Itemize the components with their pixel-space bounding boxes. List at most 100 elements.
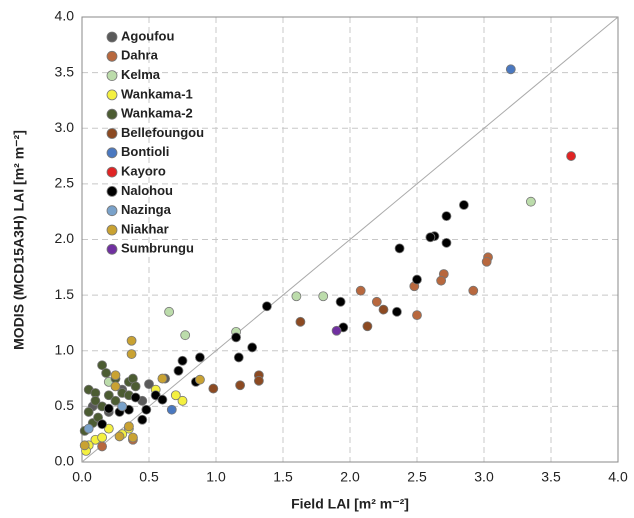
point	[97, 419, 107, 430]
legend-label: Nazinga	[121, 202, 172, 217]
legend-marker	[106, 89, 118, 101]
point	[97, 432, 107, 443]
x-tick-label: 1.5	[273, 469, 293, 485]
point	[83, 423, 94, 434]
point	[126, 349, 137, 359]
legend-marker	[106, 108, 118, 120]
legend-marker	[106, 205, 118, 217]
x-tick-label: 0.5	[139, 469, 159, 485]
point	[526, 196, 536, 207]
point	[166, 404, 177, 415]
point	[335, 296, 346, 307]
point	[412, 310, 422, 321]
point	[110, 381, 121, 392]
point	[355, 285, 366, 296]
legend-label: Kelma	[121, 67, 161, 82]
x-tick-label: 4.0	[608, 469, 628, 485]
point	[233, 352, 244, 363]
point	[128, 432, 138, 443]
legend-marker	[106, 128, 118, 139]
point	[208, 383, 219, 394]
legend-label: Wankama-2	[121, 106, 193, 121]
y-tick-label: 1.5	[55, 286, 75, 302]
x-tick-label: 2.0	[340, 469, 360, 485]
point	[441, 211, 452, 222]
y-tick-label: 2.5	[55, 175, 75, 191]
point	[231, 332, 242, 343]
point	[90, 395, 101, 406]
point	[130, 381, 141, 392]
x-tick-label: 2.5	[407, 469, 427, 485]
legend-marker	[106, 166, 118, 178]
point	[394, 243, 405, 254]
point	[117, 401, 128, 412]
point	[137, 414, 148, 425]
point	[103, 403, 114, 414]
legend-marker	[106, 185, 118, 197]
point	[103, 423, 114, 434]
point	[79, 440, 90, 451]
x-tick-label: 0.0	[72, 469, 92, 485]
y-tick-label: 2.0	[55, 230, 75, 246]
point	[441, 237, 452, 248]
point	[253, 375, 264, 386]
point	[110, 395, 121, 406]
point	[436, 275, 447, 286]
point	[123, 421, 134, 432]
point	[173, 365, 184, 376]
point	[235, 380, 246, 391]
point	[177, 355, 188, 366]
legend-marker	[106, 243, 118, 255]
point	[505, 64, 516, 75]
legend-label: Niakhar	[121, 221, 169, 236]
legend-marker	[106, 147, 118, 159]
point	[164, 306, 175, 317]
x-tick-label: 3.0	[474, 469, 494, 485]
point	[97, 360, 107, 371]
legend-label: Bellefoungou	[121, 125, 204, 140]
point	[195, 352, 205, 363]
y-tick-label: 1.0	[55, 341, 75, 357]
legend-label: Wankama-1	[121, 86, 193, 101]
point	[97, 441, 107, 452]
legend-marker	[106, 50, 118, 62]
point	[468, 285, 479, 296]
point	[291, 291, 302, 302]
point	[425, 232, 436, 243]
point	[481, 256, 492, 267]
point	[331, 325, 342, 336]
point	[114, 431, 125, 442]
legend-label: Sumbrungu	[121, 241, 194, 256]
y-tick-label: 3.5	[55, 63, 75, 79]
point	[458, 200, 469, 210]
legend-label: Dahra	[121, 48, 159, 63]
legend-marker	[106, 70, 118, 81]
x-tick-label: 3.5	[541, 469, 561, 485]
point	[247, 342, 258, 353]
point	[103, 390, 114, 401]
one-to-one-line	[81, 16, 619, 463]
point	[141, 404, 152, 415]
legend-label: Agoufou	[121, 28, 174, 43]
point	[262, 301, 272, 312]
point	[295, 316, 306, 327]
legend-label: Bontioli	[121, 144, 169, 159]
point	[318, 291, 329, 302]
point	[110, 370, 121, 381]
y-tick-label: 4.0	[55, 8, 75, 24]
point	[566, 151, 576, 161]
point	[180, 330, 191, 341]
y-tick-label: 0.0	[55, 453, 75, 469]
y-tick-label: 0.5	[55, 397, 75, 413]
point	[157, 373, 168, 384]
point	[126, 335, 137, 346]
point	[130, 392, 141, 403]
point	[362, 321, 373, 332]
legend-marker	[106, 31, 118, 43]
y-axis-label: MODIS (MCD15A3H) LAI [m² m⁻²]	[11, 130, 27, 350]
point	[391, 306, 402, 317]
point	[144, 379, 154, 390]
point	[371, 296, 382, 307]
point	[170, 390, 181, 401]
